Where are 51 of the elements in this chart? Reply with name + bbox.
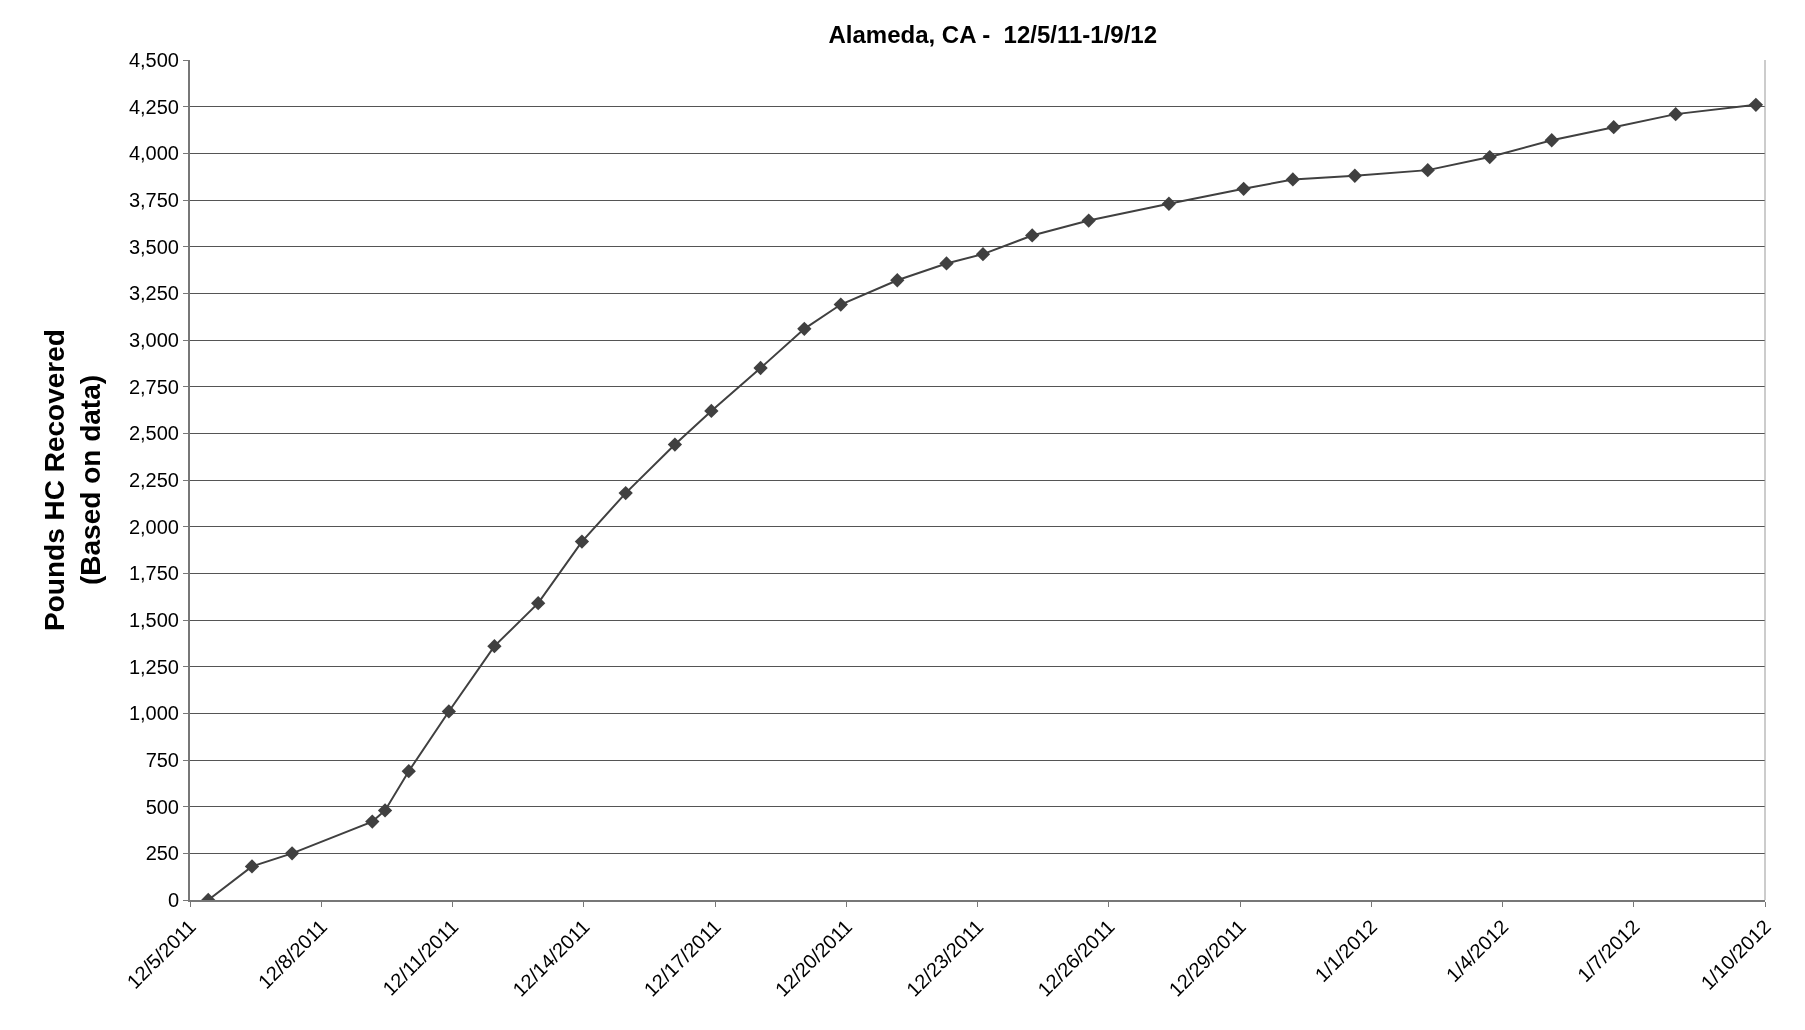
y-tick-label: 0 [167,889,179,911]
point [1420,162,1435,178]
chart-title: Alameda, CA - 12/5/11-1/9/12 [828,20,1158,48]
point [574,534,590,549]
y-tick-label: 1,250 [128,655,179,678]
point [531,596,546,611]
point [1606,120,1621,135]
y-tick-label: 2,000 [128,515,179,538]
y-tick-label: 2,500 [128,422,179,445]
point [284,846,300,861]
point [939,256,954,271]
point [365,814,380,829]
y-tick-label: 750 [145,749,179,771]
y-tick-label: 3,000 [128,329,179,351]
point [1236,181,1251,196]
y-tick-label: 4,250 [128,95,179,118]
point [797,321,812,336]
y-tick-label: 1,500 [128,609,179,631]
y-tick-label: 1,000 [128,702,179,725]
y-tick-label: 2,750 [128,375,179,398]
y-tick-label: 3,500 [128,235,179,258]
point [1285,172,1301,187]
point [833,297,848,312]
point [704,403,719,419]
point [975,246,991,262]
y-tick-label: 500 [145,795,179,818]
point [753,360,768,376]
y-tick-label: 3,750 [128,189,179,211]
point [441,704,456,719]
point [1347,168,1362,183]
point [890,273,905,288]
point [1025,228,1040,243]
point [244,859,260,874]
point [667,437,683,452]
y-tick-label: 4,000 [128,142,179,165]
y-tick-label: 3,250 [128,282,179,305]
point [1544,133,1559,148]
point [401,764,416,779]
point [1081,213,1096,228]
y-tick-label: 250 [145,842,179,865]
point [1668,106,1683,122]
y-tick-label: 1,750 [128,562,179,585]
point [1161,196,1177,211]
point [1748,97,1764,112]
y-tick-label: 2,250 [128,469,179,491]
y-tick-label: 4,500 [128,49,179,71]
point [618,485,633,501]
point [487,638,502,654]
point [377,803,393,818]
point [1482,149,1497,165]
y-axis-title: Pounds HC Recovered (Based on data) [38,329,107,631]
